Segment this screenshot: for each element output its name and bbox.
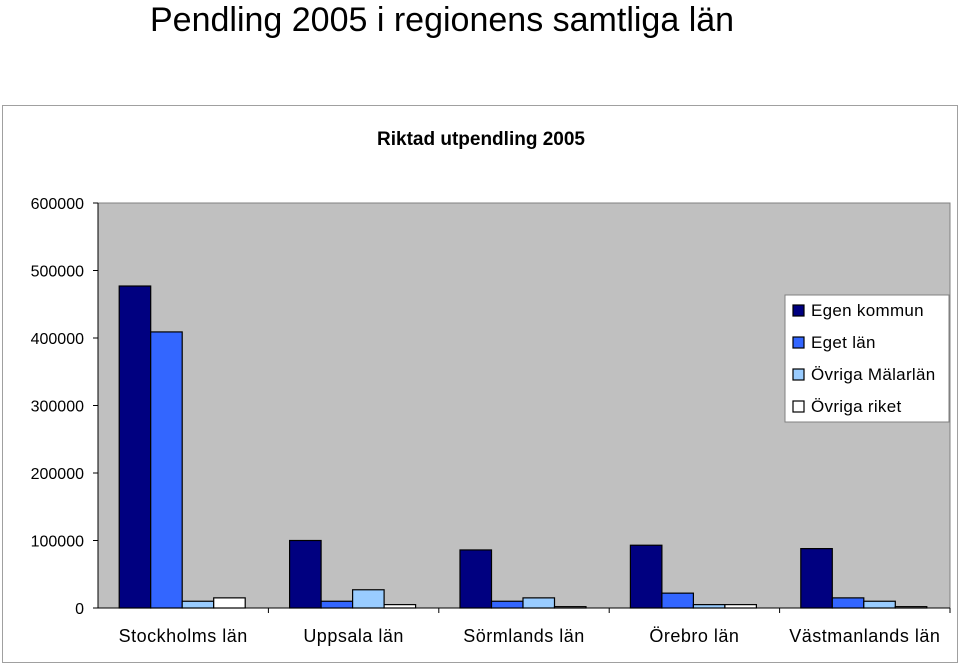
legend-box	[784, 294, 950, 423]
x-category-label: Västmanlands län	[789, 626, 940, 646]
y-tick-label: 500000	[31, 264, 84, 281]
y-tick-label: 600000	[31, 196, 84, 213]
bar	[831, 597, 865, 609]
legend-swatch	[792, 304, 805, 317]
y-tick-label: 300000	[31, 399, 84, 416]
bar	[213, 597, 246, 609]
y-tick-label: 0	[75, 601, 84, 618]
chart-title: Riktad utpendling 2005	[377, 129, 585, 150]
bar	[724, 604, 758, 609]
x-category-label: Stockholms län	[119, 626, 248, 646]
bar	[692, 604, 726, 609]
legend-label: Egen kommun	[811, 301, 924, 320]
bar	[320, 600, 354, 609]
x-category-label: Uppsala län	[303, 626, 404, 646]
y-tick-label: 400000	[31, 331, 84, 348]
bars	[118, 285, 928, 609]
bar	[383, 604, 417, 609]
bar	[459, 549, 493, 609]
y-tick-label: 100000	[31, 534, 84, 551]
x-axis: Stockholms län Uppsala län Sörmlands län Ör…	[98, 607, 951, 646]
legend-swatch	[792, 336, 805, 349]
legend-swatch	[792, 400, 805, 413]
bar	[289, 539, 322, 609]
bar	[661, 592, 695, 609]
legend-label: Övriga riket	[811, 397, 902, 416]
bar	[629, 544, 663, 609]
y-tick-label: 200000	[31, 466, 84, 483]
x-category-label: Sörmlands län	[463, 626, 585, 646]
x-category-label: Örebro län	[649, 626, 739, 646]
legend: Egen kommun Eget län Övriga Mälarlän Övriga…	[784, 294, 950, 423]
bar	[490, 600, 524, 609]
page-title: Pendling 2005 i regionens samtliga län	[150, 1, 735, 39]
bar	[352, 589, 385, 609]
legend-label: Eget län	[811, 333, 876, 352]
legend-swatch	[792, 368, 805, 381]
bar	[800, 547, 833, 609]
bar	[863, 600, 896, 609]
bar	[118, 285, 152, 609]
legend-label: Övriga Mälarlän	[811, 365, 936, 384]
bar	[522, 597, 556, 609]
bar	[150, 331, 183, 609]
bar	[181, 600, 215, 609]
y-axis: 0 100000 200000 300000 400000 500000 600000	[31, 196, 99, 618]
